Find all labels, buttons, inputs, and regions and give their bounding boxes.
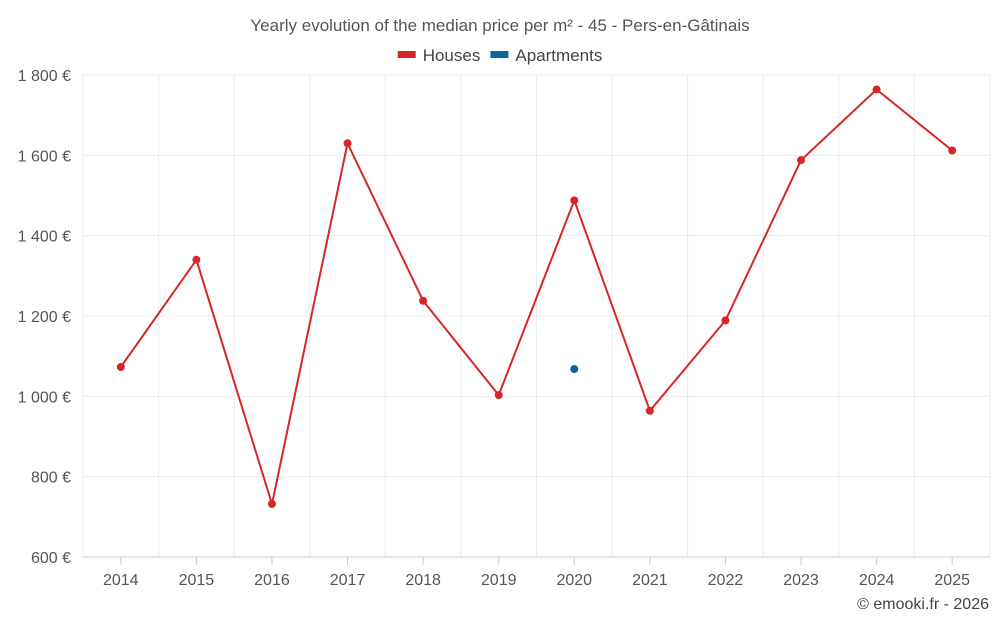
data-point-houses-2025[interactable] [948,146,957,155]
series-apartments [570,365,579,374]
credit-text: © emooki.fr - 2026 [857,596,989,613]
data-point-apartments-2020[interactable] [570,365,579,374]
data-point-houses-2014[interactable] [116,363,125,372]
data-point-houses-2023[interactable] [797,156,806,165]
y-tick-label: 1 000 € [18,389,71,406]
legend-item-houses[interactable]: Houses [397,46,481,65]
y-tick-label: 1 600 € [18,148,71,165]
series-line-houses [119,88,953,505]
legend-swatch [490,51,509,58]
legend-item-apartments[interactable]: Apartments [490,46,602,65]
legend-swatch [397,51,416,58]
grid [82,74,991,557]
x-tick-label: 2023 [783,572,819,589]
data-point-houses-2019[interactable] [494,391,503,400]
data-point-houses-2021[interactable] [645,406,654,415]
legend-label: Apartments [515,46,602,65]
x-tick-label: 2018 [405,572,441,589]
data-point-houses-2018[interactable] [419,296,428,305]
series-houses [116,85,957,508]
data-point-houses-2016[interactable] [267,499,276,508]
y-tick-label: 1 400 € [18,229,71,246]
x-tick-label: 2017 [330,572,366,589]
y-tick-label: 800 € [31,470,71,487]
series-layer [116,85,957,508]
y-tick-label: 1 800 € [18,68,71,85]
legend-label: Houses [423,46,481,65]
x-tick-label: 2020 [556,572,592,589]
y-tick-label: 1 200 € [18,309,71,326]
x-tick-label: 2022 [708,572,744,589]
x-tick-label: 2024 [859,572,895,589]
x-tick-label: 2019 [481,572,517,589]
data-point-houses-2022[interactable] [721,316,730,325]
x-tick-label: 2015 [179,572,215,589]
data-point-houses-2024[interactable] [872,85,881,94]
y-tick-label: 600 € [31,550,71,567]
data-point-houses-2020[interactable] [570,196,579,205]
x-tick-label: 2025 [934,572,970,589]
data-point-houses-2017[interactable] [343,139,352,148]
x-tick-label: 2016 [254,572,290,589]
axes: 600 € 800 € 1 000 € 1 200 € 1 400 € 1 600 € 1 … [18,68,990,589]
legend: Houses Apartments [397,46,602,65]
chart-title: Yearly evolution of the median price per… [250,16,749,35]
data-point-houses-2015[interactable] [192,255,201,264]
x-tick-label: 2021 [632,572,668,589]
x-tick-label: 2014 [103,572,139,589]
